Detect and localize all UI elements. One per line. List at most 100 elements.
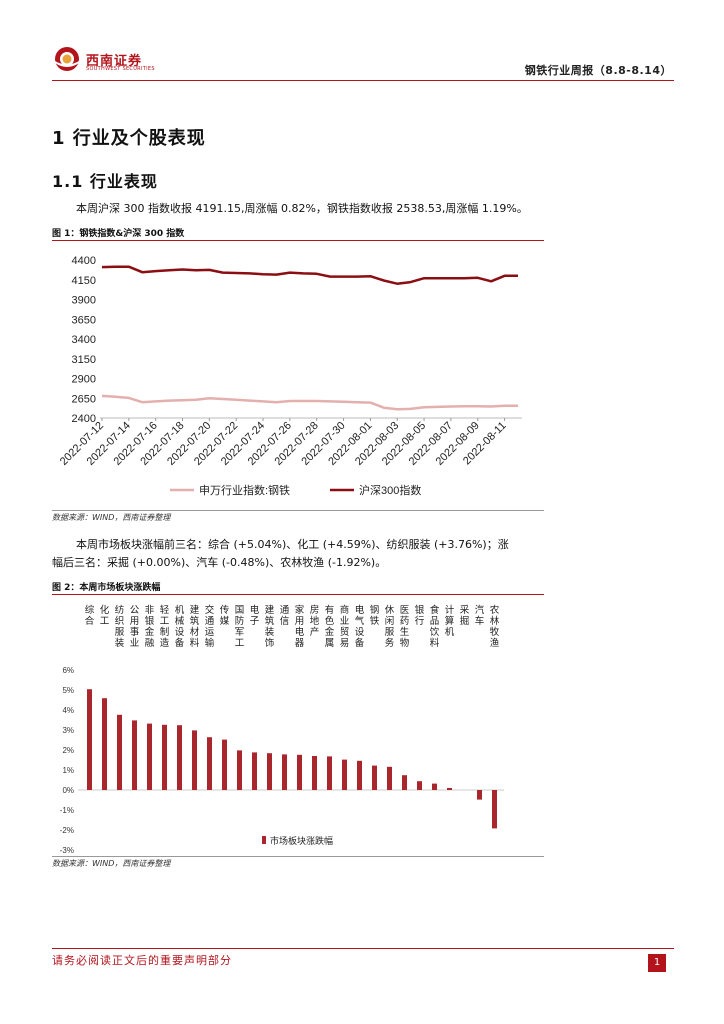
y-tick-label: 2400 bbox=[72, 413, 96, 425]
y-tick-label: 2% bbox=[62, 746, 74, 755]
category-label: 房地产 bbox=[310, 604, 320, 638]
y-tick-label: 4150 bbox=[72, 275, 96, 287]
index-summary-paragraph: 本周沪深 300 指数收报 4191.15,周涨幅 0.82%，钢铁指数收报 2… bbox=[76, 202, 528, 215]
bar-12 bbox=[267, 753, 272, 790]
category-label: 公用事业 bbox=[130, 605, 140, 649]
sector-bar-chart: 6% 5% 4% 3% 2% 1% 0% -1% -2% -3% 综合化工纺织服装公用事业非银金融轻… bbox=[60, 604, 504, 854]
series-line-steel bbox=[101, 394, 518, 411]
y-tick-label: 1% bbox=[62, 766, 74, 775]
category-label: 国防军工 bbox=[235, 605, 245, 649]
index-line-chart: 2400265029003150340036503900415044002022… bbox=[58, 255, 522, 497]
y-tick-label: -2% bbox=[60, 826, 74, 835]
bar-17 bbox=[342, 759, 347, 790]
y-tick-label: 2900 bbox=[72, 374, 96, 386]
company-logo-icon bbox=[55, 47, 79, 71]
y-tick-label: 3650 bbox=[72, 314, 96, 326]
subsection-heading: 1.1 行业表现 bbox=[52, 172, 158, 191]
bar-7 bbox=[192, 730, 197, 790]
bar-20 bbox=[387, 766, 392, 790]
legend-label-hs300: 沪深300指数 bbox=[359, 483, 421, 497]
page-number: 1 bbox=[648, 954, 666, 972]
sector-summary-line1: 本周市场板块涨幅前三名：综合 (+5.04%)、化工 (+4.59%)、纺织服装… bbox=[76, 538, 509, 551]
category-label: 计算机 bbox=[445, 604, 455, 638]
y-tick-label: 5% bbox=[62, 686, 74, 695]
legend-label: 市场板块涨跌幅 bbox=[270, 835, 333, 846]
bar-19 bbox=[372, 765, 377, 790]
bar-21 bbox=[402, 775, 407, 790]
disclaimer-notice: 请务必阅读正文后的重要声明部分 bbox=[52, 954, 232, 967]
category-label: 休闲服务 bbox=[385, 604, 395, 649]
y-tick-label: 3900 bbox=[72, 295, 96, 307]
series-line-hs300 bbox=[101, 265, 518, 285]
y-tick-label: 6% bbox=[62, 666, 74, 675]
bar-24 bbox=[447, 788, 452, 790]
figure2-top-rule bbox=[52, 594, 544, 595]
category-label: 纺织服装 bbox=[115, 604, 125, 649]
category-label: 非银金融 bbox=[145, 604, 155, 649]
category-label: 化工 bbox=[100, 604, 110, 627]
category-label: 汽车 bbox=[475, 604, 485, 627]
bar-2 bbox=[117, 714, 122, 790]
category-label: 食品饮料 bbox=[430, 604, 440, 649]
category-label: 机械设备 bbox=[175, 604, 185, 649]
bar-8 bbox=[207, 737, 212, 790]
bar-4 bbox=[147, 723, 152, 790]
bar-23 bbox=[432, 783, 437, 790]
category-label: 建筑材料 bbox=[190, 604, 200, 649]
category-label: 建筑装饰 bbox=[265, 604, 275, 649]
figure1-label: 图 1：钢铁指数&沪深 300 指数 bbox=[52, 229, 185, 239]
category-label: 有色金属 bbox=[325, 604, 335, 649]
sector-summary-line2: 幅后三名：采掘 (+0.00%)、汽车 (-0.48%)、农林牧渔 (-1.92… bbox=[52, 556, 387, 569]
category-label: 医药生物 bbox=[400, 605, 410, 649]
header-divider bbox=[52, 80, 674, 81]
figure2-bottom-rule bbox=[52, 856, 544, 857]
category-label: 电子 bbox=[250, 604, 260, 627]
category-label: 轻工制造 bbox=[160, 604, 170, 649]
figure1-bottom-rule bbox=[52, 510, 544, 511]
y-tick-label: -1% bbox=[60, 806, 74, 815]
y-tick-label: 3400 bbox=[72, 334, 96, 346]
report-title: 钢铁行业周报（8.8-8.14） bbox=[524, 64, 672, 77]
bar-27 bbox=[492, 790, 497, 829]
figure1-top-rule bbox=[52, 240, 544, 241]
company-logo-name: 西南证券 bbox=[86, 54, 143, 69]
bar-6 bbox=[177, 725, 182, 790]
category-label: 商业贸易 bbox=[340, 604, 350, 649]
bar-26 bbox=[477, 790, 482, 800]
figure2-label: 图 2：本周市场板块涨跌幅 bbox=[52, 583, 161, 593]
bar-15 bbox=[312, 756, 317, 790]
y-tick-label: 0% bbox=[62, 786, 74, 795]
y-tick-label: 4400 bbox=[72, 255, 96, 267]
category-label: 农林牧渔 bbox=[490, 604, 500, 649]
y-tick-label: 2650 bbox=[72, 393, 96, 405]
legend-label-steel: 申万行业指数:钢铁 bbox=[199, 483, 290, 497]
category-label: 钢铁 bbox=[370, 604, 380, 627]
footer-divider bbox=[52, 948, 674, 949]
bar-22 bbox=[417, 781, 422, 790]
bar-1 bbox=[102, 698, 107, 790]
bar-5 bbox=[162, 724, 167, 790]
y-tick-label: -3% bbox=[60, 846, 74, 854]
bar-10 bbox=[237, 750, 242, 790]
y-tick-label: 4% bbox=[62, 706, 74, 715]
y-tick-label: 3150 bbox=[72, 354, 96, 366]
category-label: 通信 bbox=[280, 605, 290, 627]
category-label: 综合 bbox=[85, 604, 95, 627]
bar-16 bbox=[327, 756, 332, 790]
category-label: 电气设备 bbox=[355, 604, 365, 649]
figure1-source: 数据来源：WIND，西南证券整理 bbox=[52, 513, 171, 522]
bar-13 bbox=[282, 754, 287, 790]
y-tick-label: 3% bbox=[62, 726, 74, 735]
section-heading: 1 行业及个股表现 bbox=[52, 128, 206, 149]
category-label: 交通运输 bbox=[205, 604, 215, 649]
company-logo-subtitle: SOUTHWEST SECURITIES bbox=[86, 66, 155, 72]
category-label: 银行 bbox=[415, 604, 425, 627]
category-label: 采掘 bbox=[460, 605, 470, 627]
bar-3 bbox=[132, 720, 137, 790]
bar-9 bbox=[222, 739, 227, 790]
bar-11 bbox=[252, 752, 257, 790]
category-label: 传媒 bbox=[220, 604, 230, 627]
category-label: 家用电器 bbox=[295, 604, 305, 649]
figure2-source: 数据来源：WIND，西南证券整理 bbox=[52, 859, 171, 868]
bar-18 bbox=[357, 760, 362, 790]
